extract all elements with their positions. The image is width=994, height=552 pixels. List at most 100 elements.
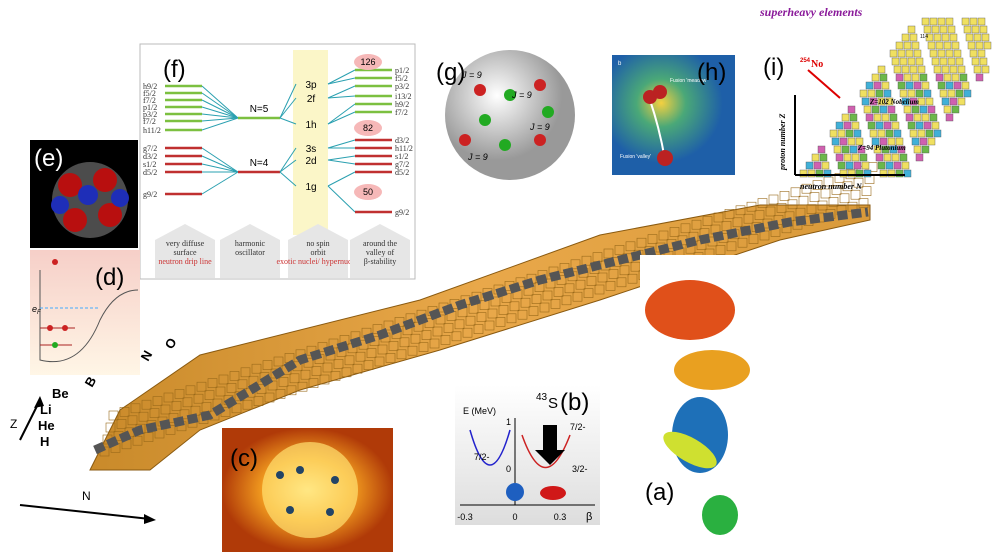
- magic-bubble: [354, 120, 382, 136]
- tile: [594, 284, 605, 295]
- tile: [344, 355, 355, 366]
- tile: [421, 330, 432, 340]
- nuclide-tile: [845, 161, 854, 170]
- tile: [850, 189, 861, 200]
- nuclide-tile: [873, 81, 882, 90]
- tile: [154, 428, 165, 439]
- nuclide-tile: [861, 97, 870, 106]
- symbol: No: [811, 59, 823, 70]
- z-arrowhead: [34, 396, 44, 408]
- valley: Fusion 'valley': [620, 154, 651, 160]
- tile: [636, 237, 647, 248]
- nuclide-tile: [963, 25, 972, 34]
- tile: [746, 201, 757, 212]
- link: [279, 83, 297, 119]
- nuclide-tile: [863, 169, 872, 178]
- nuclide-tile: [877, 65, 886, 74]
- link: [327, 85, 356, 99]
- nuclide-tile: [845, 129, 854, 138]
- tile: [374, 356, 385, 367]
- nuclide-tile: [883, 89, 892, 98]
- nuclide-tile: [955, 57, 964, 66]
- nuclide-tile: [931, 57, 940, 66]
- nuclide-tile: [913, 113, 922, 122]
- nuclide-tile: [867, 89, 876, 98]
- nuclide-tile: [953, 49, 962, 58]
- caption: no spin orbit: [306, 239, 329, 257]
- tile: [179, 409, 190, 420]
- nuclide-tile: [957, 97, 966, 106]
- tile: [424, 318, 435, 328]
- level-link: [201, 117, 239, 131]
- tile: [363, 360, 374, 370]
- caption-arrow: [220, 224, 280, 278]
- tile: [539, 302, 550, 313]
- nuclide-tile: [925, 33, 934, 42]
- nuclide-tile: [851, 121, 860, 130]
- tile: [517, 309, 528, 320]
- tile: [787, 199, 798, 210]
- panel-f-content: h9/2f5/2f7/2p1/2p3/2f7/2h11/2g7/2d3/2s1/…: [143, 50, 413, 278]
- level-label: p1/2: [143, 103, 157, 112]
- tile: [737, 237, 748, 248]
- nuclide-tile: [979, 57, 988, 66]
- tile: [289, 373, 300, 384]
- caption-note: neutron drip line: [158, 257, 212, 266]
- nuclide-tile: [887, 105, 896, 114]
- axis-n: N: [82, 489, 91, 503]
- nuclide-tile: [895, 41, 904, 50]
- stability-valley: [93, 207, 869, 455]
- level-link: [201, 155, 239, 173]
- tile: [743, 213, 754, 224]
- nuclide-tile: [849, 113, 858, 122]
- nuclide-tile: [979, 25, 988, 34]
- tag: b: [618, 61, 622, 67]
- level-label: h11/2: [395, 144, 413, 153]
- tile: [713, 212, 724, 223]
- nuclide-tile: [935, 73, 944, 82]
- tile: [300, 369, 311, 380]
- link: [327, 139, 356, 149]
- panel-label: (e): [34, 145, 63, 172]
- nuclide-tile: [913, 49, 922, 58]
- nuclide-tile: [899, 153, 908, 162]
- tile: [262, 360, 273, 370]
- tile: [757, 198, 768, 208]
- nuclide-tile: [843, 121, 852, 130]
- level-label: f5/2: [395, 74, 408, 83]
- nuclide-tile: [811, 153, 820, 162]
- nuclide-tile: [839, 137, 848, 146]
- nuclide-tile: [927, 137, 936, 146]
- nuclide-tile: [977, 49, 986, 58]
- tile: [726, 241, 737, 252]
- tile: [570, 259, 581, 270]
- tile: [724, 209, 735, 219]
- nuclide-tile: [923, 89, 932, 98]
- nuclide-tile: [945, 113, 954, 122]
- nuclide-tile: [941, 65, 950, 74]
- nuclide-tile: [841, 145, 850, 154]
- tile: [152, 396, 163, 406]
- nuclide-tile: [883, 121, 892, 130]
- tile: [207, 378, 218, 388]
- tile: [377, 344, 388, 355]
- fermi-e: e: [32, 304, 37, 314]
- nuclide-tile: [907, 89, 916, 98]
- tile: [564, 283, 575, 294]
- level-label: i13/2: [395, 92, 411, 101]
- nuclide-tile: [973, 65, 982, 74]
- nuclide-tile: [903, 169, 912, 178]
- element-label: N: [138, 348, 156, 364]
- nuclide-tile: [891, 57, 900, 66]
- nuclide-tile: [815, 169, 824, 178]
- magic-bubble: [354, 184, 382, 200]
- nuclide-tile: [975, 73, 984, 82]
- tile: [476, 312, 487, 322]
- link: [279, 97, 297, 119]
- tile: [487, 308, 498, 319]
- nuclide-tile: [891, 121, 900, 130]
- nuclide-tile: [897, 81, 906, 90]
- tile: [116, 419, 127, 429]
- nuclide-tile: [913, 81, 922, 90]
